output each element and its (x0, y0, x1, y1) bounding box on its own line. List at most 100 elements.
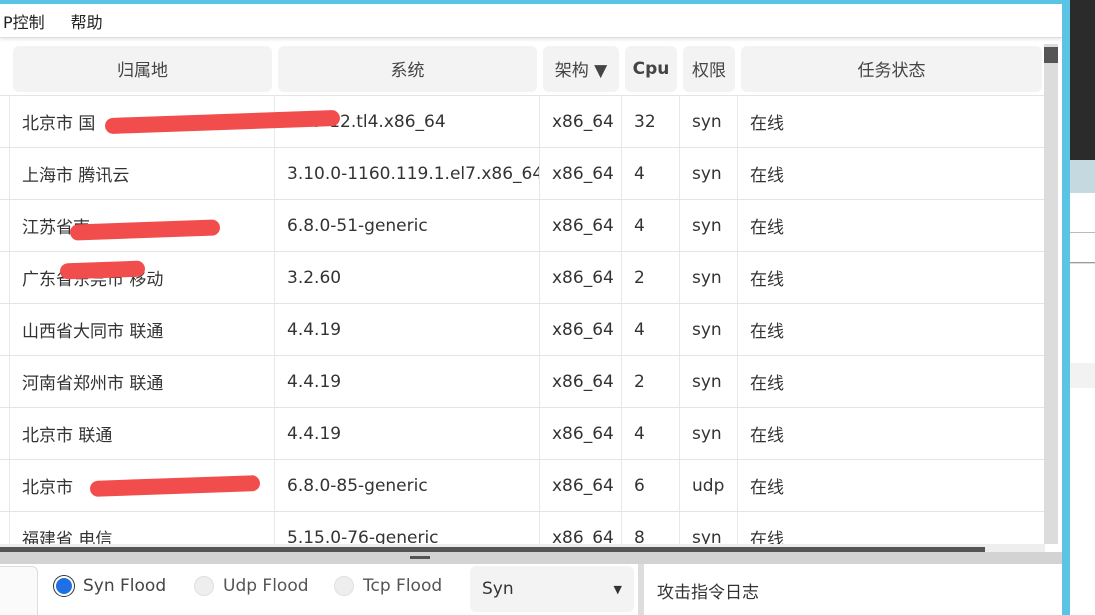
column-header-cpu[interactable]: Cpu (622, 42, 680, 95)
cell-text: syn (692, 111, 722, 132)
cell-status: 在线 (738, 408, 1045, 459)
cell-permission: syn (680, 200, 738, 251)
cell-status: 在线 (738, 252, 1045, 303)
dropdown-arrow-icon: ▼ (613, 582, 622, 596)
horizontal-scrollbar-thumb[interactable] (0, 547, 985, 552)
cell-text: 河南省郑州市 联通 (22, 374, 164, 394)
cell-text: 北京市 国 (22, 114, 96, 134)
column-header-partial[interactable] (0, 42, 10, 95)
vertical-scrollbar[interactable] (1044, 44, 1058, 544)
grip-icon (410, 556, 430, 559)
radio-udp-flood[interactable]: Udp Flood (194, 576, 309, 596)
column-header-arch[interactable]: 架构 ▼ (540, 42, 622, 95)
cell-text: syn (692, 423, 722, 444)
cell-location: 山西省大同市 联通 (10, 304, 275, 355)
cell-text: 北京市 联通 (22, 426, 113, 446)
cell-text: 5.15.0-76-generic (287, 527, 439, 548)
side-tab[interactable] (0, 566, 38, 615)
table-row[interactable]: 广东省东莞市 移动 3.2.60 x86_64 2 syn 在线 (0, 252, 1045, 304)
cell-status: 在线 (738, 460, 1045, 511)
table-row[interactable]: 福建省 电信 5.15.0-76-generic x86_64 8 syn 在线 (0, 512, 1045, 552)
column-header-status[interactable]: 任务状态 (738, 42, 1045, 95)
cell-location: 江苏省南 (10, 200, 275, 251)
cell-arch: x86_64 (540, 460, 622, 511)
attack-panel: Syn Flood Udp Flood Tcp Flood Syn ▼ 攻击指令日… (0, 564, 1062, 615)
radio-unselected-icon (194, 576, 214, 596)
table-row[interactable]: 江苏省南 6.8.0-51-generic x86_64 4 syn 在线 (0, 200, 1045, 252)
cell-text: x86_64 (552, 267, 614, 288)
cell-location: 北京市 (10, 460, 275, 511)
cell-permission: syn (680, 304, 738, 355)
menu-help[interactable]: 帮助 (70, 12, 103, 32)
cell-text: x86_64 (552, 163, 614, 184)
cell-cpu: 4 (622, 200, 680, 251)
cell-text: x86_64 (552, 371, 614, 392)
mode-select[interactable]: Syn ▼ (470, 566, 634, 612)
redaction-mark (69, 219, 221, 241)
cell-text: 6.8.0-85-generic (287, 475, 428, 496)
table-row[interactable]: 北京市 国 ?.47-12.tl4.x86_64 x86_64 32 syn 在线 (0, 96, 1045, 148)
cell-partial (0, 356, 10, 407)
cell-text: 在线 (750, 478, 784, 498)
column-header-permission[interactable]: 权限 (680, 42, 738, 95)
cell-text: 32 (634, 111, 656, 132)
hosts-table: 归属地 系统 架构 ▼ Cpu 权限 任务状态 北京市 国 ?.47-12.tl4… (0, 42, 1045, 552)
cell-partial (0, 252, 10, 303)
attack-log-label: 攻击指令日志 (657, 583, 759, 603)
cell-text: 3.10.0-1160.119.1.el7.x86_64 (287, 163, 540, 184)
cell-text: x86_64 (552, 423, 614, 444)
cell-cpu: 8 (622, 512, 680, 552)
vertical-scrollbar-thumb[interactable] (1044, 47, 1058, 63)
cell-text: 上海市 腾讯云 (22, 166, 130, 186)
table-row[interactable]: 北京市 联通 4.4.19 x86_64 4 syn 在线 (0, 408, 1045, 460)
column-header-location[interactable]: 归属地 (10, 42, 275, 95)
cell-location: 上海市 腾讯云 (10, 148, 275, 199)
cell-system: 3.10.0-1160.119.1.el7.x86_64 (275, 148, 540, 199)
cell-text: syn (692, 319, 722, 340)
cell-arch: x86_64 (540, 96, 622, 147)
table-row[interactable]: 北京市 6.8.0-85-generic x86_64 6 udp 在线 (0, 460, 1045, 512)
cell-text: syn (692, 267, 722, 288)
cell-text: 8 (634, 527, 645, 548)
cell-text: x86_64 (552, 527, 614, 548)
table-row[interactable]: 上海市 腾讯云 3.10.0-1160.119.1.el7.x86_64 x86_6… (0, 148, 1045, 200)
radio-tcp-flood[interactable]: Tcp Flood (334, 576, 442, 596)
cell-text: x86_64 (552, 111, 614, 132)
cell-text: 北京市 (22, 478, 73, 498)
cell-text: 2 (634, 267, 645, 288)
redaction-mark (59, 260, 146, 280)
menu-control[interactable]: P控制 (3, 12, 45, 32)
column-header-system[interactable]: 系统 (275, 42, 540, 95)
cell-cpu: 2 (622, 356, 680, 407)
cell-status: 在线 (738, 304, 1045, 355)
table-header: 归属地 系统 架构 ▼ Cpu 权限 任务状态 (0, 42, 1045, 96)
app-window: P控制 帮助 归属地 系统 架构 ▼ Cpu 权限 任务状态 北京市 国 ?.47… (0, 0, 1070, 615)
cell-text: 6.8.0-51-generic (287, 215, 428, 236)
cell-text: 4.4.19 (287, 423, 342, 444)
cell-arch: x86_64 (540, 356, 622, 407)
table-row[interactable]: 山西省大同市 联通 4.4.19 x86_64 4 syn 在线 (0, 304, 1045, 356)
cell-text: syn (692, 215, 722, 236)
cell-text: 在线 (750, 166, 784, 186)
radio-selected-icon (54, 576, 74, 596)
table-row[interactable]: 河南省郑州市 联通 4.4.19 x86_64 2 syn 在线 (0, 356, 1045, 408)
cell-text: 4 (634, 319, 645, 340)
radio-syn-flood[interactable]: Syn Flood (54, 576, 166, 596)
radio-unselected-icon (334, 576, 354, 596)
cell-permission: udp (680, 460, 738, 511)
cell-system: 5.15.0-76-generic (275, 512, 540, 552)
splitter-handle[interactable] (0, 552, 1062, 564)
cell-text: 在线 (750, 374, 784, 394)
cell-arch: x86_64 (540, 148, 622, 199)
cell-text: 4 (634, 423, 645, 444)
cell-arch: x86_64 (540, 252, 622, 303)
cell-status: 在线 (738, 96, 1045, 147)
cell-text: syn (692, 163, 722, 184)
cell-text: 在线 (750, 270, 784, 290)
cell-text: 在线 (750, 426, 784, 446)
cell-text: x86_64 (552, 319, 614, 340)
background-window (1070, 0, 1095, 615)
cell-arch: x86_64 (540, 512, 622, 552)
cell-text: 山西省大同市 联通 (22, 322, 164, 342)
cell-location: 北京市 国 (10, 96, 341, 147)
